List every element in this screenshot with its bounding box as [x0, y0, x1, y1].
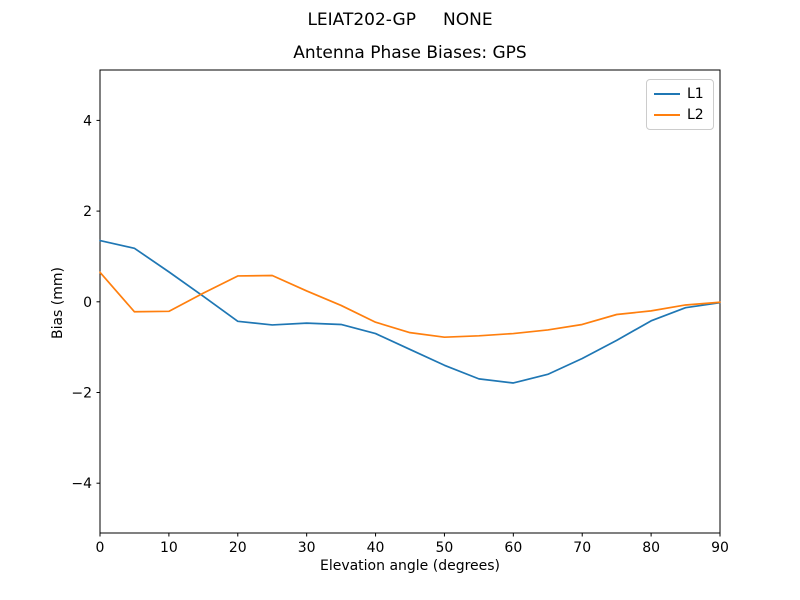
y-axis-label: Bias (mm)	[50, 266, 66, 340]
x-tick-label: 20	[229, 540, 247, 556]
x-tick-label: 10	[160, 540, 178, 556]
axes-frame	[99, 69, 721, 534]
x-tick-label: 90	[711, 540, 729, 556]
y-tick-label: 0	[83, 295, 92, 311]
y-tick-label: 2	[83, 204, 92, 220]
x-tick-label: 80	[642, 540, 660, 556]
legend: L1 L2	[646, 79, 714, 130]
legend-label-l1: L1	[687, 86, 704, 102]
legend-line-sample-l1-icon	[654, 93, 680, 95]
x-tick-label: 50	[436, 540, 454, 556]
x-tick-label: 70	[573, 540, 591, 556]
x-tick-label: 40	[367, 540, 385, 556]
y-tick-label: 4	[83, 113, 92, 129]
legend-item-l2: L2	[654, 108, 706, 122]
legend-label-l2: L2	[687, 107, 704, 123]
legend-item-l1: L1	[654, 87, 706, 101]
x-axis-label: Elevation angle (degrees)	[319, 558, 501, 574]
x-tick-label: 30	[298, 540, 316, 556]
data-line-l2	[99, 271, 721, 339]
x-tick-label: 60	[504, 540, 522, 556]
legend-line-sample-l2-icon	[654, 114, 680, 116]
chart-title: Antenna Phase Biases: GPS	[293, 43, 527, 63]
figure-suptitle: LEIAT202-GP NONE	[307, 10, 493, 30]
data-line-l1	[99, 239, 721, 384]
x-tick-label: 0	[96, 540, 105, 556]
y-tick-label: −4	[71, 476, 92, 492]
y-tick-label: −2	[71, 386, 92, 402]
